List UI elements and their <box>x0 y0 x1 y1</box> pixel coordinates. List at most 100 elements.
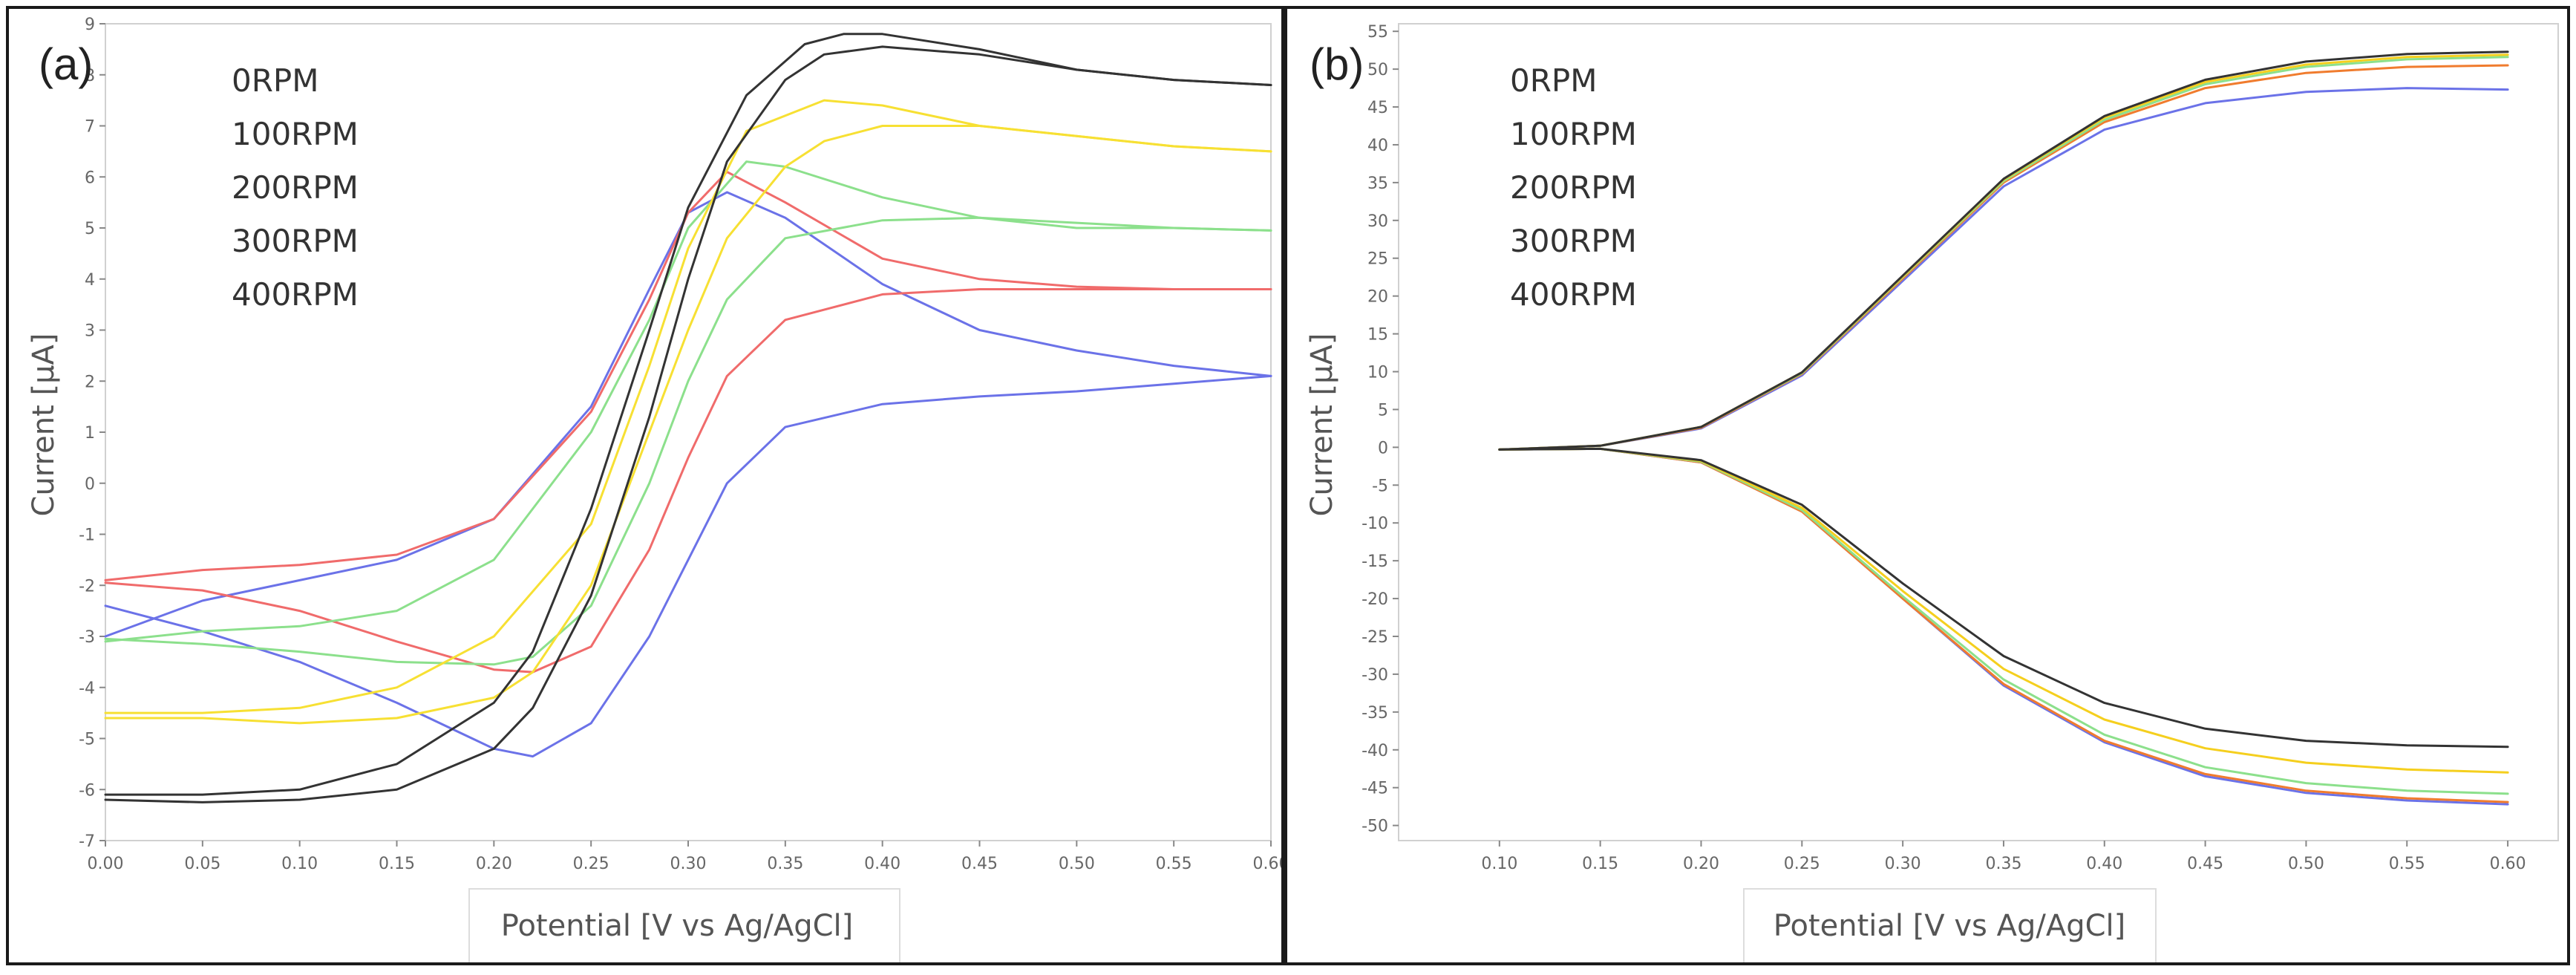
x-tick-label: 0.55 <box>1156 855 1192 873</box>
y-tick-label: 4 <box>85 271 95 290</box>
y-tick-label: 5 <box>1378 401 1388 420</box>
legend-label: 100RPM <box>1510 115 1637 152</box>
legend-label: 400RPM <box>232 275 359 313</box>
y-tick-label: 5 <box>85 220 95 238</box>
x-tick-label: 0.50 <box>2288 855 2324 873</box>
y-tick-label: 0 <box>1378 439 1388 457</box>
y-tick-label: 35 <box>1367 175 1388 193</box>
legend-item: 200RPM <box>165 160 359 214</box>
y-tick-label: 15 <box>1367 326 1388 345</box>
y-tick-label: 25 <box>1367 250 1388 269</box>
x-tick-label: 0.20 <box>1683 855 1719 873</box>
chart-b-svg: 0.10 0.15 0.20 0.25 0.30 0.35 0.40 0.45 0.50 0.55… <box>1305 23 2559 962</box>
y-tick-label: 40 <box>1367 137 1388 155</box>
y-tick-label: -10 <box>1361 515 1388 533</box>
y-tick-label: -35 <box>1361 704 1388 723</box>
y-tick-label: -6 <box>79 781 95 800</box>
chart-panel-b: 0.10 0.15 0.20 0.25 0.30 0.35 0.40 0.45 0.50 0.55… <box>1284 6 2570 965</box>
legend-item: 0RPM <box>1443 53 1637 107</box>
legend-swatch <box>165 293 206 296</box>
series-line-200rpm-forward <box>104 160 1272 643</box>
y-tick-label: -50 <box>1361 818 1388 836</box>
y-tick-label: 1 <box>85 424 95 443</box>
series-line-300rpm-upper <box>1498 53 2509 451</box>
y-tick-label: -45 <box>1361 780 1388 798</box>
x-axis-title: Potential [V vs Ag/AgCl] <box>501 909 854 943</box>
x-tick-label: 0.40 <box>2086 855 2122 873</box>
y-tick-label: -30 <box>1361 666 1388 685</box>
legend-item: 400RPM <box>165 267 359 321</box>
legend-item: 300RPM <box>165 214 359 267</box>
x-tick-label: 0.45 <box>961 855 998 873</box>
series-line-200rpm-reverse <box>104 216 1272 666</box>
x-tick-label: 0.45 <box>2187 855 2223 873</box>
plot-area-frame <box>1398 23 2559 841</box>
y-tick-label: 9 <box>85 16 95 34</box>
x-tick-label: 0.35 <box>1985 855 2021 873</box>
legend-item: 0RPM <box>165 53 359 107</box>
y-tick-label: 50 <box>1367 61 1388 79</box>
x-tick-label: 0.25 <box>1784 855 1820 873</box>
panel-label-a: (a) <box>39 39 94 89</box>
x-tick-label: 0.00 <box>88 855 124 873</box>
y-tick-label: -2 <box>79 577 95 596</box>
legend-item: 400RPM <box>1443 267 1637 321</box>
x-tick-label: 0.35 <box>767 855 803 873</box>
legend-swatch <box>165 239 206 242</box>
legend-item: 200RPM <box>1443 160 1637 214</box>
legend-item: 100RPM <box>165 107 359 160</box>
y-tick-label: 6 <box>85 169 95 187</box>
y-axis-title: Current [μA] <box>27 333 61 517</box>
x-tick-label: 0.15 <box>1582 855 1618 873</box>
chart-a-svg: 0.00 0.05 0.10 0.15 0.20 0.25 0.30 0.35 0.40 0.45… <box>27 16 1281 962</box>
x-tick-label: 0.55 <box>2389 855 2425 873</box>
legend-label: 0RPM <box>232 62 319 99</box>
legend-label: 400RPM <box>1510 275 1637 313</box>
series-line-100rpm-reverse <box>104 288 1272 674</box>
x-tick-label: 0.40 <box>864 855 900 873</box>
y-tick-label: 20 <box>1367 288 1388 307</box>
series-line-100rpm-upper <box>1498 64 2509 451</box>
x-tick-label: 0.60 <box>1253 855 1281 873</box>
y-tick-label: 7 <box>85 118 95 137</box>
x-tick-label: 0.50 <box>1059 855 1095 873</box>
series-line-0rpm-upper <box>1498 87 2509 451</box>
legend-label: 300RPM <box>232 222 359 259</box>
x-tick-label: 0.30 <box>670 855 707 873</box>
legend-swatch <box>165 132 206 135</box>
legend-swatch <box>1443 186 1485 189</box>
y-tick-label: 0 <box>85 475 95 494</box>
y-tick-label: 10 <box>1367 364 1388 382</box>
legend-label: 100RPM <box>232 115 359 152</box>
legend-item: 300RPM <box>1443 214 1637 267</box>
y-tick-label: 8 <box>85 67 95 85</box>
y-tick-label: -1 <box>79 526 95 545</box>
series-line-100rpm-lower <box>1498 447 2509 803</box>
panel-label-b: (b) <box>1310 39 1364 89</box>
y-tick-label: -7 <box>79 832 95 851</box>
x-tick-label: 0.25 <box>573 855 609 873</box>
x-axis-title-box <box>468 888 900 962</box>
legend-label: 200RPM <box>232 169 359 206</box>
y-tick-label: -25 <box>1361 628 1388 647</box>
legend-swatch <box>1443 293 1485 296</box>
y-tick-label: -3 <box>79 628 95 647</box>
x-tick-label: 0.20 <box>476 855 512 873</box>
legend-a: 0RPM 100RPM 200RPM 300RPM 400RPM <box>165 53 359 321</box>
series-line-0rpm-reverse <box>104 374 1272 758</box>
series-line-400rpm-forward <box>104 33 1272 796</box>
legend-item: 100RPM <box>1443 107 1637 160</box>
x-tick-label: 0.60 <box>2490 855 2526 873</box>
legend-swatch <box>165 79 206 82</box>
series-line-300rpm-reverse <box>104 125 1272 725</box>
series-line-400rpm-upper <box>1498 50 2509 451</box>
legend-label: 300RPM <box>1510 222 1637 259</box>
x-tick-label: 0.10 <box>281 855 318 873</box>
series-line-0rpm-lower <box>1498 447 2509 806</box>
x-axis-title: Potential [V vs Ag/AgCl] <box>1774 909 2126 943</box>
y-axis-title: Current [μA] <box>1305 333 1339 517</box>
x-tick-label: 0.15 <box>379 855 415 873</box>
x-axis-title-box <box>1743 888 2157 962</box>
y-tick-label: 45 <box>1367 99 1388 117</box>
y-tick-label: -40 <box>1361 742 1388 760</box>
